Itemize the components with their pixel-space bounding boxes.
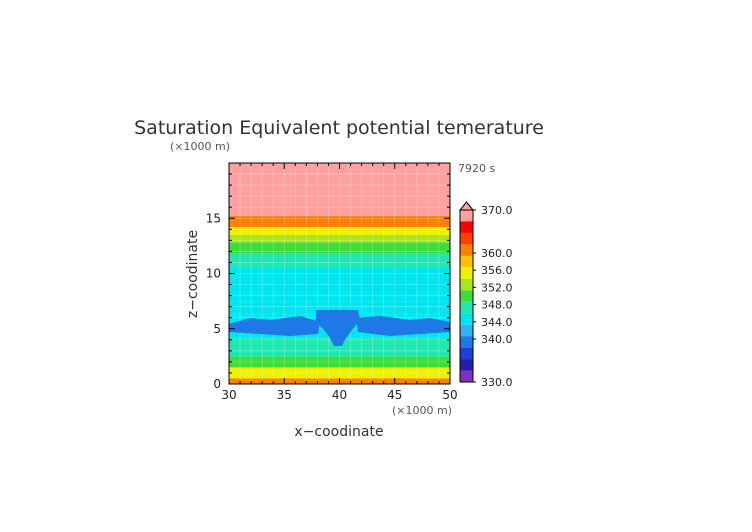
colorbar-label: 330.0 xyxy=(481,376,513,389)
colorbar: 370.0 360.0 356.0 352.0 348.0 344.0 340.0 330.0 xyxy=(458,201,513,389)
colorbar-segment xyxy=(460,301,473,314)
colorbar-segment xyxy=(460,244,473,256)
colorbar-segment xyxy=(460,347,473,360)
x-axis: 30 35 40 45 50 xyxy=(221,163,458,402)
colorbar-label: 352.0 xyxy=(481,281,513,294)
chart-title: Saturation Equivalent potential temeratu… xyxy=(134,117,544,139)
x-tick-label: 50 xyxy=(442,388,457,402)
colorbar-label: 340.0 xyxy=(481,333,513,346)
colorbar-segment xyxy=(460,359,473,371)
anomaly-shape xyxy=(316,310,360,346)
colorbar-segment xyxy=(460,313,473,325)
colorbar-segment xyxy=(460,370,473,382)
colorbar-extend-arrow xyxy=(458,201,475,211)
y-unit-label: (×1000 m) xyxy=(170,140,230,153)
grid-lines xyxy=(229,163,450,384)
y-axis-label: z−coodinate xyxy=(185,230,201,318)
colorbar-label: 348.0 xyxy=(481,299,513,312)
colorbar-segment xyxy=(460,267,473,279)
colorbar-segment xyxy=(460,255,473,268)
contour-band xyxy=(229,227,450,235)
y-axis: 0 5 10 15 xyxy=(206,162,450,391)
x-tick-label: 45 xyxy=(387,388,402,402)
x-tick-label: 40 xyxy=(332,388,347,402)
colorbar-label: 344.0 xyxy=(481,316,513,329)
contour-band xyxy=(229,216,450,228)
colorbar-label: 370.0 xyxy=(481,204,513,217)
contour-band xyxy=(229,301,450,315)
contour-band xyxy=(229,163,450,217)
anomaly-tail-left xyxy=(229,316,320,336)
x-tick-label: 35 xyxy=(277,388,292,402)
x-tick-label: 30 xyxy=(221,388,236,402)
colorbar-segment xyxy=(460,336,473,348)
y-tick-label: 15 xyxy=(206,211,221,225)
colorbar-label: 356.0 xyxy=(481,264,513,277)
anomaly-tail-right xyxy=(356,316,450,336)
time-label: 7920 s xyxy=(458,162,495,175)
contour-band xyxy=(229,242,450,254)
y-tick-label: 0 xyxy=(213,377,221,391)
contour-band xyxy=(229,253,450,268)
contour-band xyxy=(229,367,450,379)
colorbar-segment xyxy=(460,278,473,291)
contour-bands xyxy=(229,163,450,384)
colorbar-segment xyxy=(460,290,473,302)
y-tick-label: 10 xyxy=(206,267,221,281)
contour-band xyxy=(229,356,450,368)
contour-band xyxy=(229,267,450,302)
colorbar-segment xyxy=(460,210,473,222)
colorbar-segment xyxy=(460,221,473,233)
central-anomaly xyxy=(229,310,450,346)
x-unit-label: (×1000 m) xyxy=(392,404,452,417)
x-axis-label: x−coodinate xyxy=(294,424,383,440)
contour-band xyxy=(229,347,450,357)
colorbar-segment xyxy=(460,324,473,337)
contour-band xyxy=(229,234,450,243)
y-tick-label: 5 xyxy=(213,322,221,336)
colorbar-label: 360.0 xyxy=(481,247,513,260)
colorbar-segment xyxy=(460,232,473,245)
